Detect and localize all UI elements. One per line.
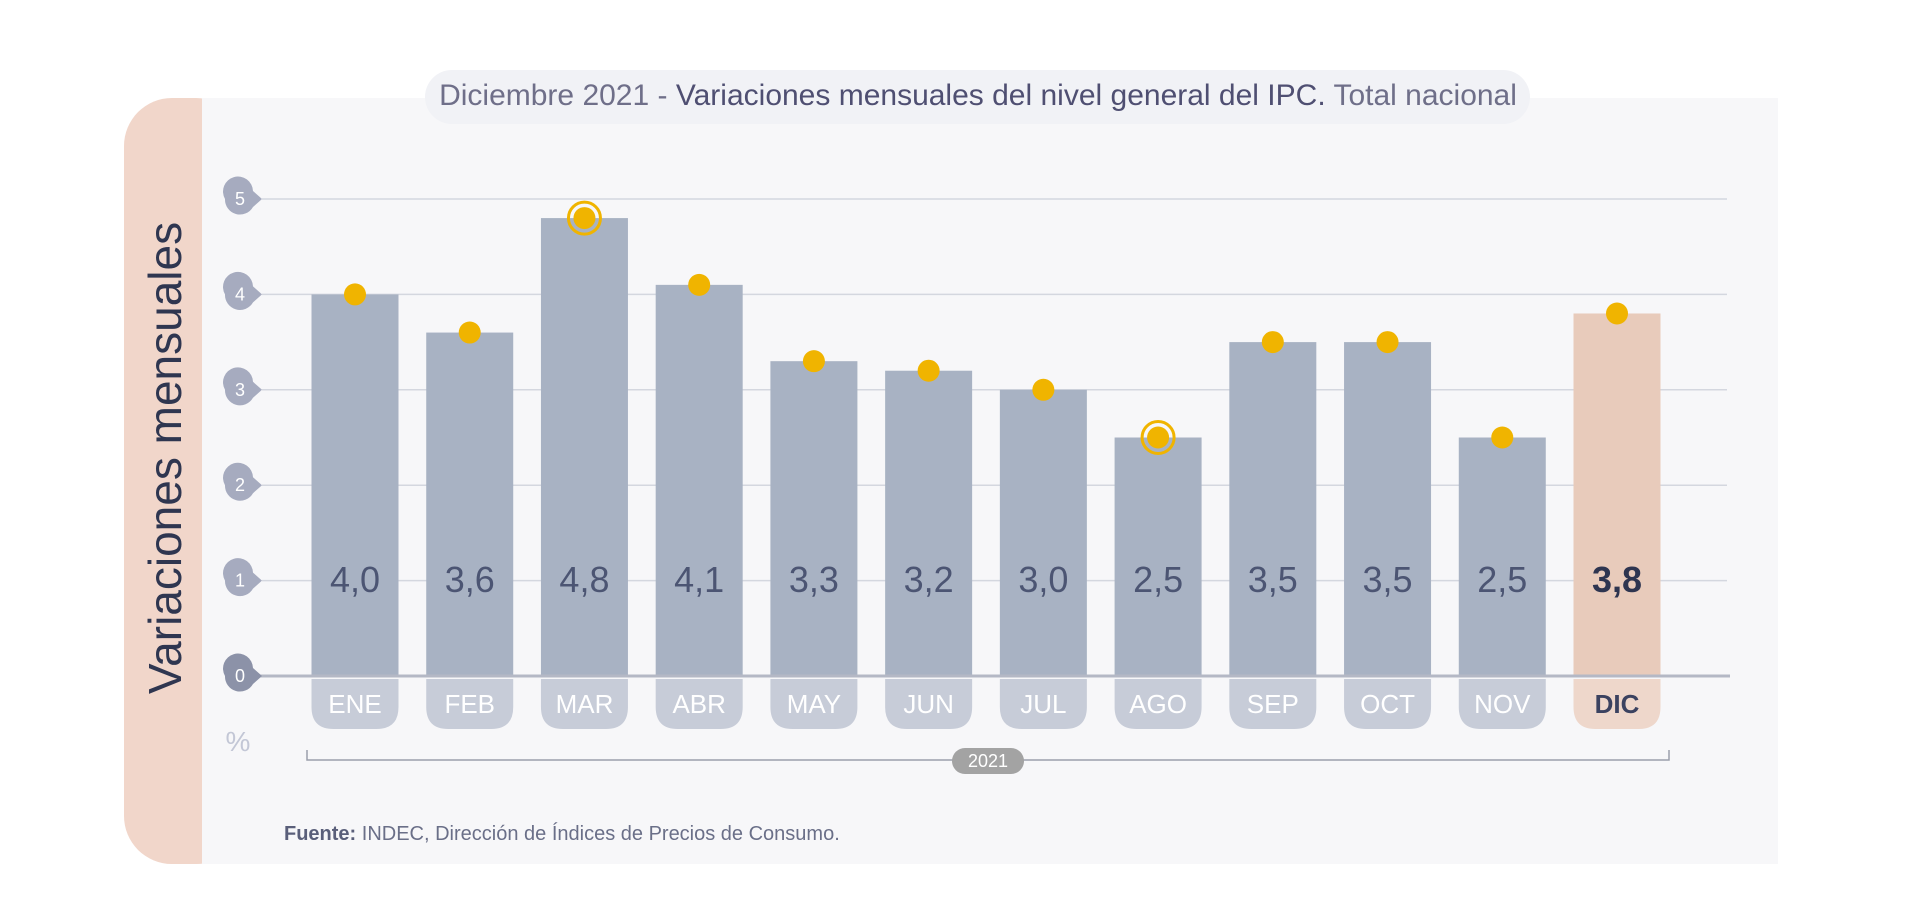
year-label: 2021: [968, 751, 1008, 771]
marker-sep: [1261, 331, 1284, 354]
year-pill: [952, 748, 1024, 774]
bar-sep: [1229, 342, 1317, 676]
y-tick-label-5: 5: [235, 189, 245, 209]
month-label-jul: JUL: [1020, 689, 1066, 719]
month-pill-jul: [999, 679, 1087, 729]
y-tick-badge-0: [223, 653, 262, 692]
y-tick-badge-5: [223, 176, 262, 215]
value-label-jun: 3,2: [904, 559, 954, 600]
y-tick-label-3: 3: [235, 380, 245, 400]
y-tick-label-0: 0: [235, 666, 245, 686]
marker-ring-mar: [566, 200, 602, 236]
bar-jun: [885, 370, 973, 676]
month-label-nov: NOV: [1474, 689, 1531, 719]
marker-abr: [688, 273, 711, 296]
month-pill-mar: [540, 679, 628, 729]
marker-ago: [1147, 426, 1170, 449]
bar-may: [770, 361, 858, 676]
month-pill-feb: [426, 679, 514, 729]
marker-jun: [917, 359, 940, 382]
month-pill-nov: [1458, 679, 1546, 729]
month-label-ene: ENE: [328, 689, 381, 719]
month-pill-jun: [885, 679, 973, 729]
marker-jul: [1032, 378, 1055, 401]
y-tick-label-1: 1: [235, 571, 245, 591]
chart-title: Diciembre 2021 - Variaciones mensuales d…: [439, 79, 1517, 112]
title-pill: [425, 70, 1530, 124]
value-label-dic: 3,8: [1592, 559, 1642, 600]
month-label-ago: AGO: [1129, 689, 1187, 719]
bar-abr: [655, 284, 743, 676]
marker-oct: [1376, 331, 1399, 354]
labels-layer: ENE 4,0 FEB 3,6 MAR 4,8 ABR 4,1 MAY 3,3 JUN 3,2 JUL 3…: [311, 559, 1661, 729]
bar-oct: [1344, 342, 1432, 676]
month-label-dic: DIC: [1595, 689, 1640, 719]
unit-label: %: [226, 726, 251, 757]
month-label-abr: ABR: [672, 689, 725, 719]
value-label-oct: 3,5: [1363, 559, 1413, 600]
month-pill-oct: [1344, 679, 1432, 729]
source-text: INDEC, Dirección de Índices de Precios d…: [356, 822, 840, 845]
y-tick-label-2: 2: [235, 475, 245, 495]
month-pill-ago: [1114, 679, 1202, 729]
source-label: Fuente:: [284, 823, 356, 845]
bar-nov: [1458, 437, 1546, 676]
bar-feb: [426, 332, 514, 676]
marker-ring-ago: [1140, 420, 1176, 455]
y-tick-badge-4: [223, 271, 262, 310]
bars-layer: [311, 218, 1661, 676]
marker-may: [802, 350, 825, 373]
month-label-may: MAY: [787, 689, 841, 719]
y-axis-label: Variaciones mensuales: [139, 222, 191, 694]
bar-dic: [1573, 313, 1661, 676]
marker-dic: [1606, 302, 1628, 325]
month-pill-dic: [1573, 679, 1661, 729]
chart-title-suffix: Total nacional: [1326, 79, 1517, 112]
value-label-ene: 4,0: [330, 559, 380, 600]
month-pill-abr: [655, 679, 743, 729]
value-label-jul: 3,0: [1018, 559, 1068, 600]
chart-title-prefix: Diciembre 2021 -: [439, 79, 676, 112]
y-tick-badge-2: [223, 462, 262, 501]
marker-feb: [458, 321, 481, 344]
value-label-nov: 2,5: [1477, 559, 1527, 600]
bar-ene: [311, 294, 399, 676]
month-label-feb: FEB: [444, 689, 495, 719]
month-label-oct: OCT: [1360, 689, 1415, 719]
value-label-may: 3,3: [789, 559, 839, 600]
y-tick-badge-1: [223, 558, 262, 597]
y-tick-badge-3: [223, 367, 262, 406]
source-note: Fuente: INDEC, Dirección de Índices de P…: [284, 822, 840, 845]
value-label-ago: 2,5: [1133, 559, 1183, 600]
value-label-abr: 4,1: [674, 559, 724, 600]
ticks-layer: 0 1 2 3 4 5: [223, 176, 262, 692]
bar-jul: [999, 389, 1087, 676]
month-pill-may: [770, 679, 858, 729]
month-label-sep: SEP: [1247, 689, 1299, 719]
value-label-sep: 3,5: [1248, 559, 1298, 600]
marker-mar: [573, 207, 596, 230]
bar-ago: [1114, 437, 1202, 676]
marker-ene: [344, 283, 366, 306]
value-label-mar: 4,8: [559, 559, 609, 600]
month-label-jun: JUN: [903, 689, 954, 719]
chart-title-bold: Variaciones mensuales del nivel general …: [676, 79, 1326, 112]
month-label-mar: MAR: [556, 689, 614, 719]
value-label-feb: 3,6: [445, 559, 495, 600]
month-pill-ene: [311, 679, 399, 729]
marker-nov: [1491, 426, 1514, 449]
bar-mar: [540, 218, 628, 676]
month-pill-sep: [1229, 679, 1317, 729]
y-tick-label-4: 4: [235, 284, 245, 304]
dots-layer: [344, 200, 1628, 455]
